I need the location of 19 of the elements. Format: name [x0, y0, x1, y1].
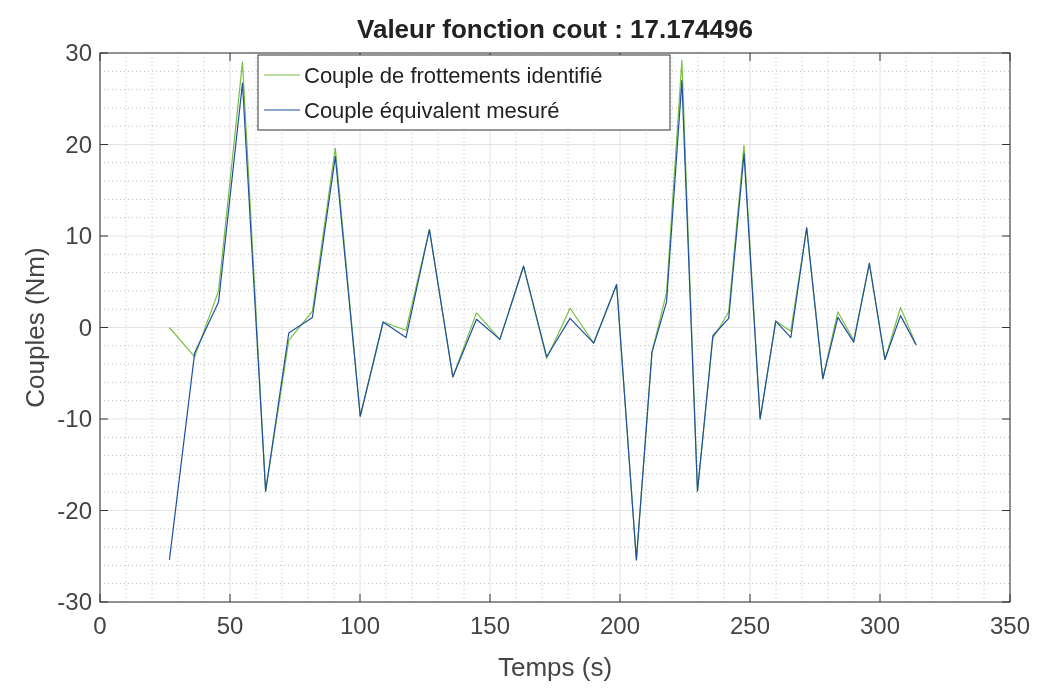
y-axis-title: Couples (Nm)	[20, 247, 50, 408]
y-tick-label: 20	[65, 130, 92, 158]
legend-label: Couple de frottements identifié	[304, 62, 603, 88]
x-tick-label: 100	[339, 612, 381, 639]
x-tick-label: 250	[729, 612, 771, 639]
y-tick-label: 0	[78, 313, 92, 341]
legend-label: Couple équivalent mesuré	[304, 97, 560, 123]
chart-title: Valeur fonction cout : 17.174496	[357, 14, 753, 44]
x-tick-label: 50	[216, 612, 244, 639]
x-axis-title: Temps (s)	[497, 652, 613, 682]
x-tick-label: 300	[859, 612, 901, 639]
x-tick-label: 200	[599, 612, 641, 639]
y-tick-label: 10	[65, 222, 92, 250]
y-tick-label: -20	[57, 496, 92, 524]
y-tick-label: -10	[57, 405, 92, 433]
y-tick-label: -30	[57, 588, 92, 616]
y-tick-label: 30	[65, 39, 92, 67]
x-tick-label: 150	[469, 612, 511, 639]
x-tick-label: 350	[989, 612, 1031, 639]
